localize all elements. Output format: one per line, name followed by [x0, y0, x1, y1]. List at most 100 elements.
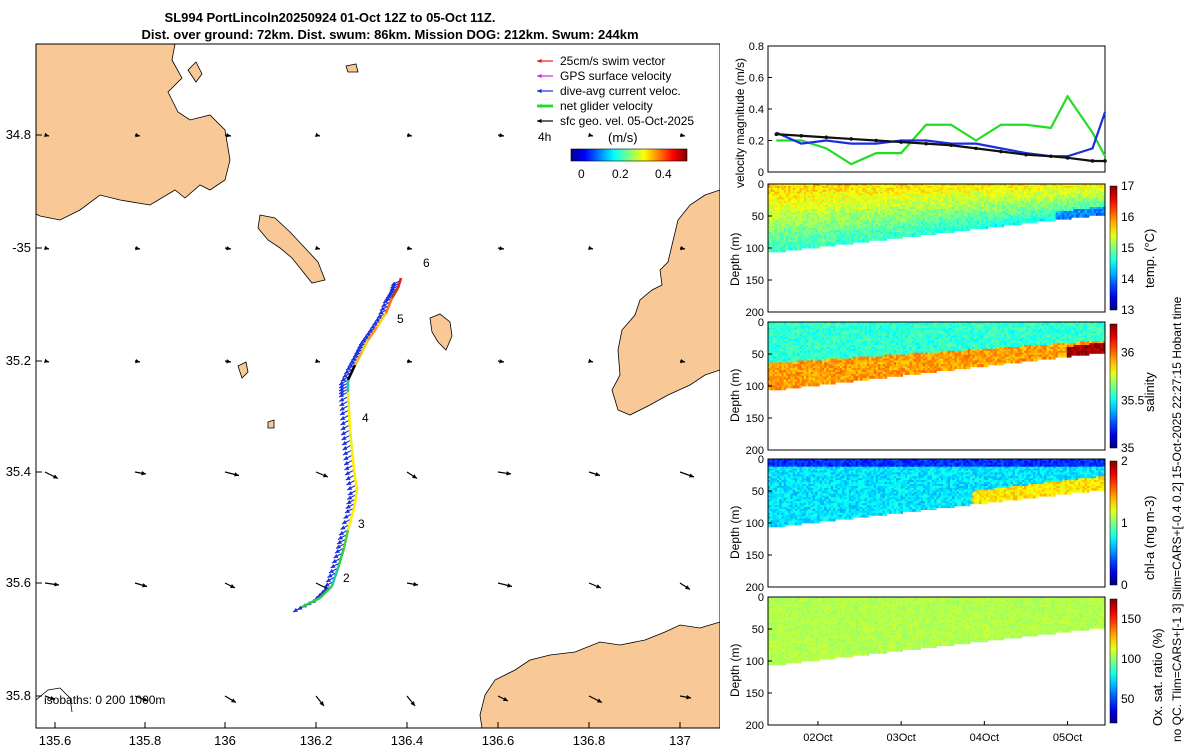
- section-cell: [837, 203, 840, 207]
- section-cell: [1066, 216, 1070, 220]
- section-cell: [1039, 218, 1043, 222]
- section-cell: [797, 233, 800, 237]
- section-cell: [893, 209, 897, 212]
- section-cell: [819, 239, 823, 243]
- section-cell: [808, 233, 811, 237]
- section-cell: [779, 184, 782, 187]
- section-cell: [821, 228, 825, 232]
- section-cell: [799, 185, 802, 189]
- section-cell: [875, 209, 879, 212]
- section-cell: [815, 224, 818, 228]
- section-cell: [792, 233, 796, 237]
- section-cell: [878, 212, 881, 216]
- section-cell: [839, 185, 843, 189]
- section-cell: [808, 383, 811, 387]
- section-cell: [768, 235, 771, 239]
- section-cell: [864, 216, 867, 220]
- section-cell: [853, 214, 856, 218]
- section-cell: [799, 222, 802, 226]
- dive-avg-current-vector-head: [343, 450, 348, 455]
- section-cell: [898, 201, 901, 205]
- section-cell: [790, 245, 793, 249]
- section-cell: [846, 239, 849, 243]
- section-cell: [929, 232, 933, 235]
- dive-avg-current-vector-head: [383, 298, 388, 303]
- section-cell: [907, 233, 910, 237]
- section-cell: [801, 210, 805, 214]
- section-cell: [786, 195, 789, 199]
- section-cell: [824, 189, 827, 193]
- map-x-tick-label: 136.4: [391, 733, 424, 748]
- dive-avg-current-vector-head: [339, 397, 345, 402]
- dive-avg-current-vector-head: [344, 460, 349, 465]
- section-cell: [824, 212, 827, 216]
- section-cell: [880, 218, 883, 222]
- dive-avg-current-vector-head: [345, 475, 351, 480]
- section-cell: [882, 212, 885, 216]
- dive-avg-current-vector-head: [341, 435, 347, 440]
- section-cell: [844, 185, 847, 189]
- section-cell: [801, 207, 805, 210]
- map-y-tick-label: 35.2: [6, 353, 31, 368]
- section-cell: [768, 189, 771, 193]
- section-cell: [871, 201, 874, 205]
- section-cell: [869, 233, 872, 237]
- section-cell: [884, 197, 888, 201]
- section-cell: [772, 228, 775, 232]
- section-cell: [884, 235, 888, 239]
- section-cell: [803, 383, 807, 387]
- section-cell: [1096, 212, 1099, 216]
- section-cell: [950, 230, 953, 234]
- section-cell: [774, 232, 778, 235]
- section-cell: [830, 222, 834, 226]
- section-cell: [817, 199, 820, 203]
- section-cell: [808, 239, 811, 243]
- geo-velocity-point: [1103, 159, 1107, 163]
- section-cell: [848, 187, 852, 191]
- section-cell: [893, 222, 897, 226]
- section-cell: [900, 197, 903, 201]
- section-cell: [781, 235, 784, 239]
- section-cell: [846, 237, 849, 241]
- section-cell: [826, 195, 829, 199]
- dive-avg-current-vector-head: [365, 331, 371, 336]
- section-cell: [875, 197, 879, 201]
- section-cell: [833, 241, 836, 245]
- section-cell: [878, 230, 881, 234]
- section-cell: [1010, 222, 1013, 226]
- section-cell: [792, 222, 796, 226]
- section-cell: [790, 235, 793, 239]
- section-cell: [1006, 222, 1009, 226]
- section-cell: [848, 235, 852, 239]
- day-marker-6: 6: [423, 256, 430, 270]
- section-cell: [835, 233, 838, 237]
- section-cell: [801, 232, 805, 235]
- section-cell: [812, 245, 816, 249]
- section-cell: [898, 218, 901, 222]
- section-cell: [891, 222, 894, 226]
- section-cell: [900, 191, 903, 195]
- section-cell: [884, 220, 888, 224]
- section-cell: [866, 191, 870, 195]
- geo-velocity-arrow-head: [407, 245, 412, 251]
- section-cell: [815, 189, 818, 193]
- section-cell: [848, 193, 852, 197]
- section-cell: [835, 207, 838, 210]
- section-cell: [786, 237, 789, 241]
- section-cell: [824, 199, 827, 203]
- section-cell: [853, 235, 856, 239]
- section-cell: [833, 193, 836, 197]
- geo-velocity-arrow-head: [407, 358, 412, 364]
- section-cell: [786, 197, 789, 201]
- section-cell: [878, 235, 881, 239]
- section-cell: [855, 195, 858, 199]
- section-cell: [819, 199, 823, 203]
- section-cell: [880, 220, 883, 224]
- section-cell: [848, 205, 852, 209]
- section-cell: [781, 201, 784, 205]
- section-cell: [797, 222, 800, 226]
- section-cell: [839, 226, 843, 230]
- section-cell: [862, 210, 865, 214]
